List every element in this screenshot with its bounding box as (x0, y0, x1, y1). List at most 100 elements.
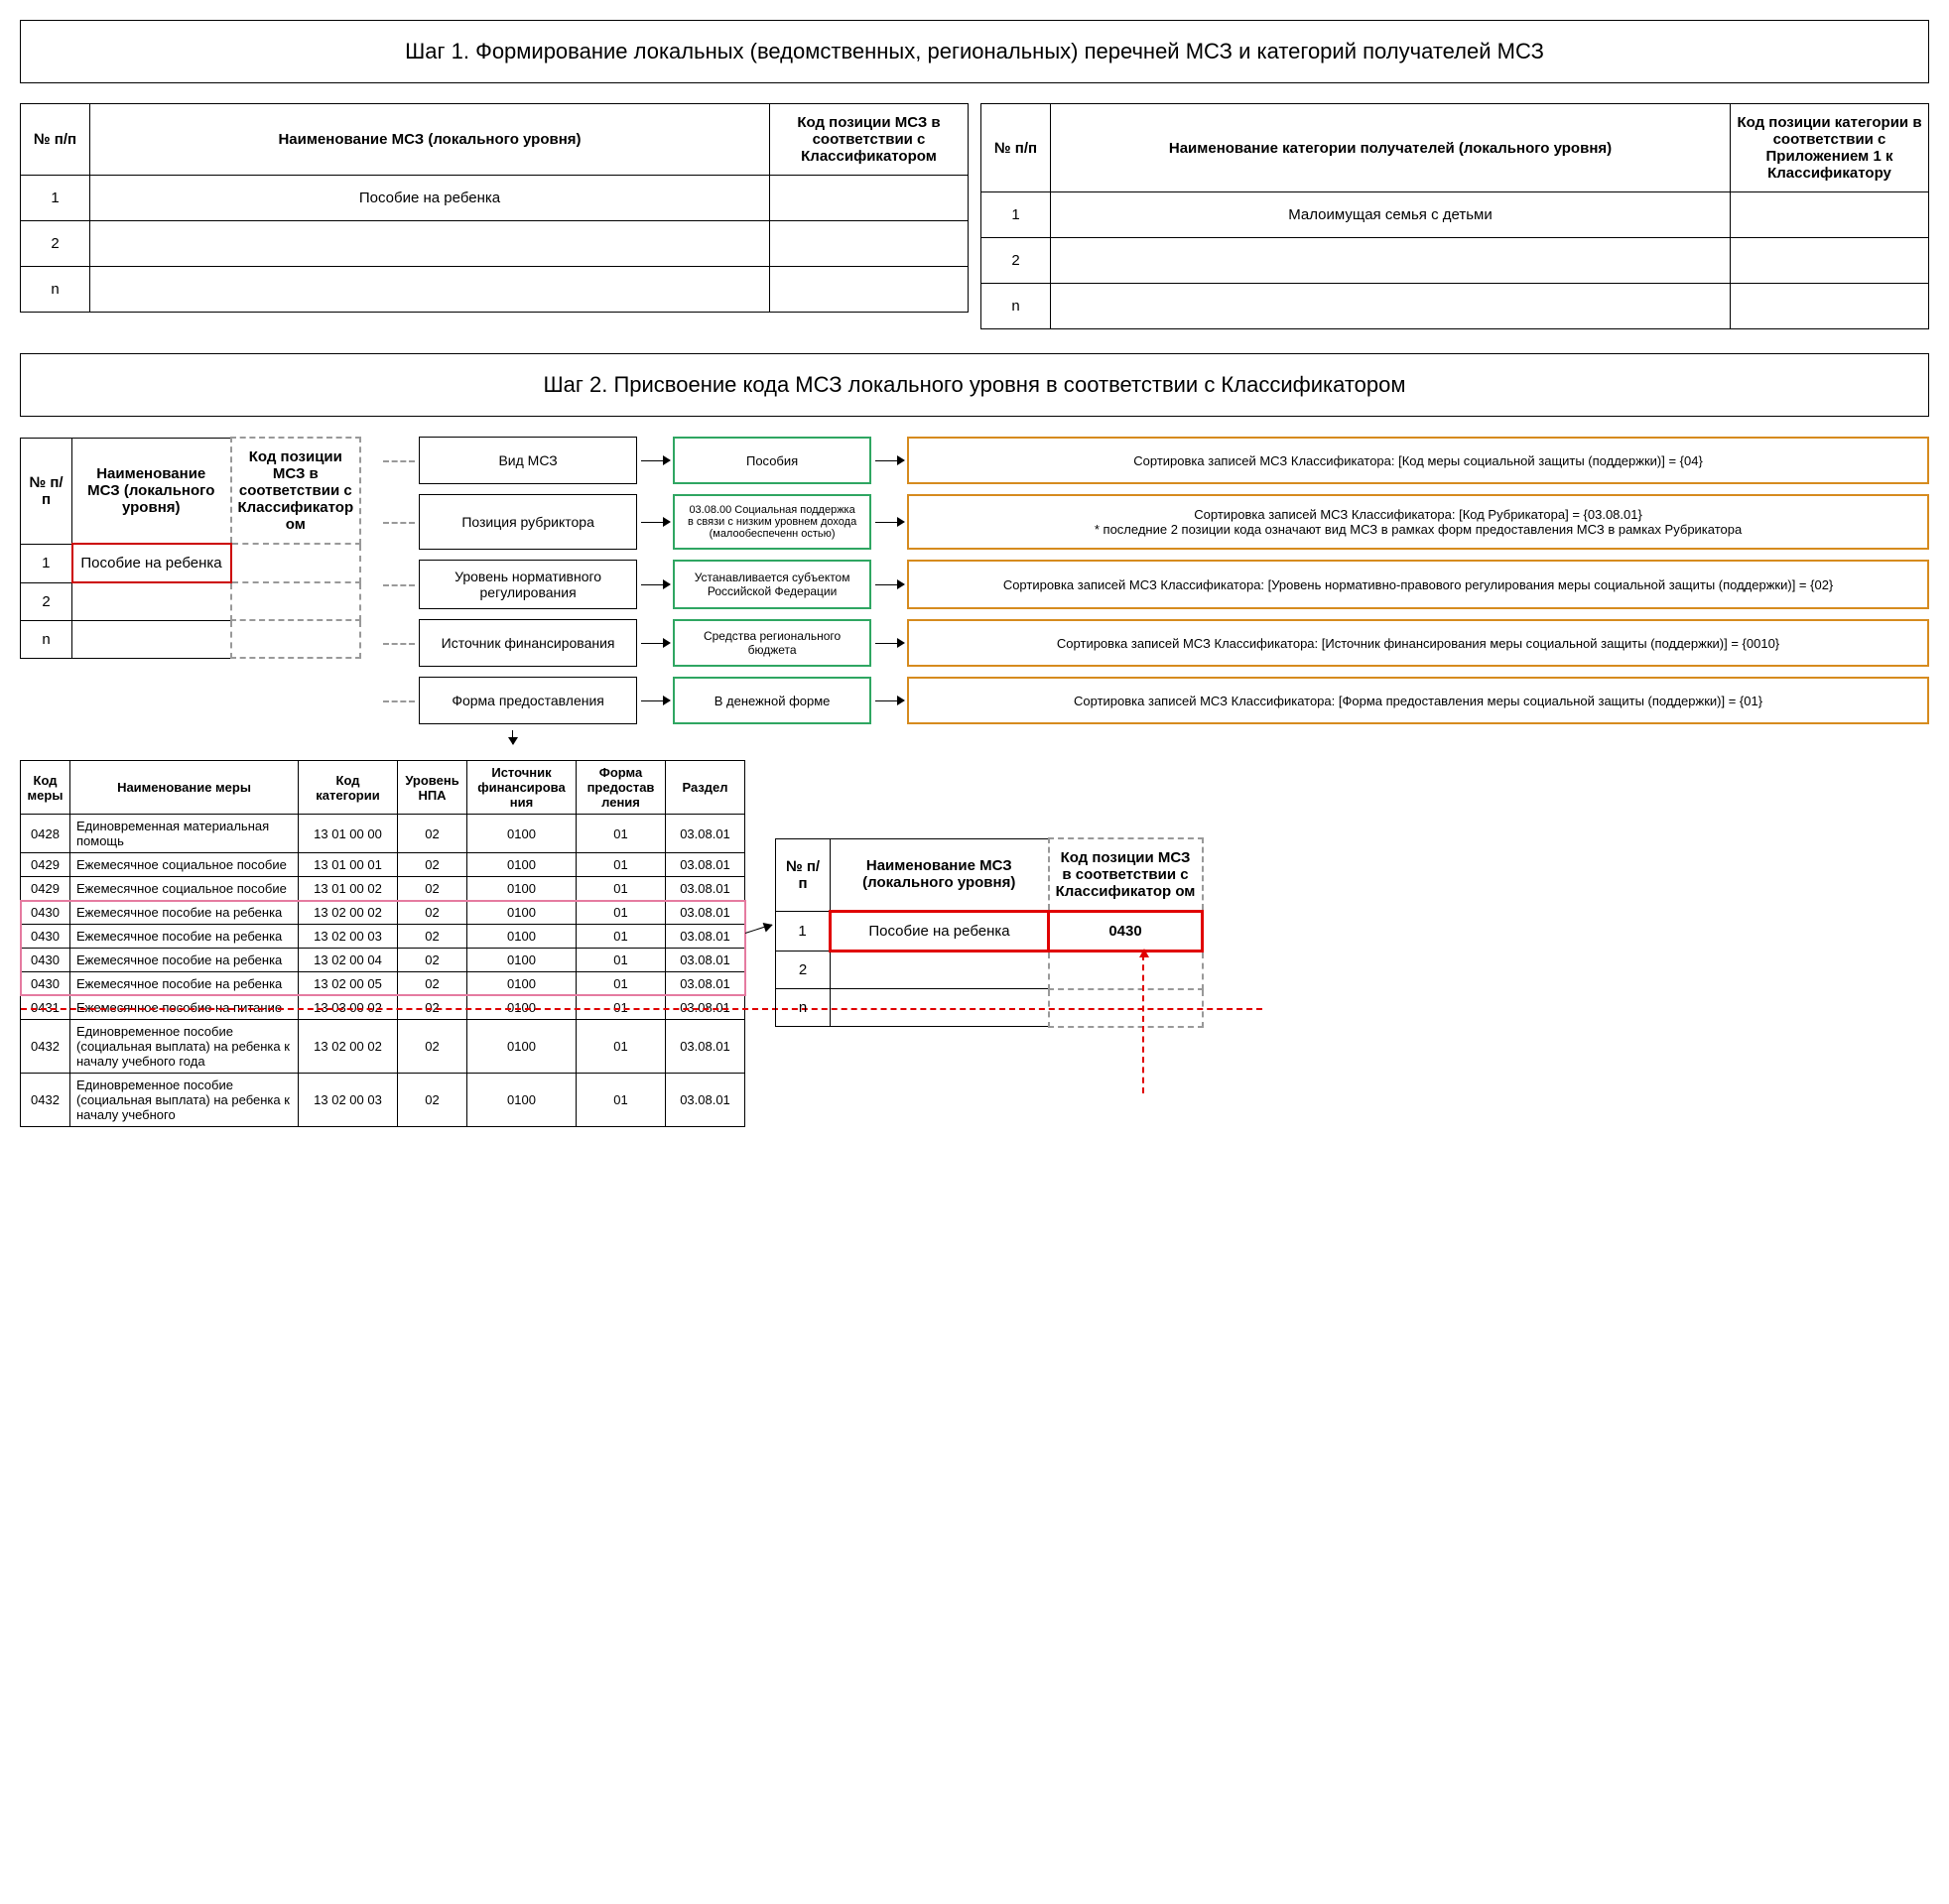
arrow-icon (637, 619, 673, 667)
th: Наименование МСЗ (локального уровня) (90, 104, 770, 176)
table-row: 0430Ежемесячное пособие на ребенка13 02 … (21, 949, 745, 972)
cell: 01 (577, 925, 666, 949)
cell: 2 (776, 952, 831, 989)
flow-row-e: Форма предоставления В денежной форме Со… (383, 677, 1929, 724)
cell: n (21, 267, 90, 313)
cell: 1 (21, 544, 72, 582)
cell: 01 (577, 996, 666, 1020)
box-plain: Вид МСЗ (419, 437, 637, 484)
cell: 01 (577, 1074, 666, 1127)
cell: 01 (577, 853, 666, 877)
cell: 03.08.01 (666, 1020, 745, 1074)
cell: 03.08.01 (666, 1074, 745, 1127)
cell: 02 (398, 972, 467, 996)
cell: 02 (398, 925, 467, 949)
flow-row-b: Позиция рубриктора 03.08.00 Социальная п… (383, 494, 1929, 550)
th: Код позиции МСЗ в соответствии с Классиф… (231, 438, 361, 544)
step1-right-table: № п/п Наименование категории получателей… (980, 103, 1929, 329)
step2-flow-area: № п/п Наименование МСЗ (локального уровн… (20, 437, 1929, 748)
cell: Ежемесячное пособие на ребенка (70, 925, 299, 949)
cell: n (981, 284, 1051, 329)
cell: 1 (776, 912, 831, 952)
cell: 13 02 00 05 (299, 972, 398, 996)
table-row: 0431Ежемесячное пособие на питание13 03 … (21, 996, 745, 1020)
cell: Ежемесячное пособие на ребенка (70, 972, 299, 996)
cell: 13 03 00 02 (299, 996, 398, 1020)
th: Наименование МСЗ (локального уровня) (72, 438, 231, 544)
cell: 0100 (467, 815, 577, 853)
box-orange: Сортировка записей МСЗ Классификатора: [… (907, 619, 1929, 667)
cell: 13 02 00 02 (299, 1020, 398, 1074)
cell: 03.08.01 (666, 996, 745, 1020)
cell: 0100 (467, 1020, 577, 1074)
arrow-icon (871, 619, 907, 667)
cell: 1 (981, 192, 1051, 238)
box-plain: Уровень нормативного регулирования (419, 560, 637, 609)
cell: 02 (398, 1074, 467, 1127)
cell: 03.08.01 (666, 972, 745, 996)
th: № п/п (21, 438, 72, 544)
flow-row-d: Источник финансирования Средства региона… (383, 619, 1929, 667)
thin-arrow-icon (745, 924, 772, 934)
red-dashed-vertical (1142, 954, 1144, 1093)
cell: 03.08.01 (666, 877, 745, 901)
box-plain: Источник финансирования (419, 619, 637, 667)
box-green: 03.08.00 Социальная поддержка в связи с … (673, 494, 871, 550)
th: № п/п (776, 838, 831, 912)
box-green: Средства регионального бюджета (673, 619, 871, 667)
step1-title: Шаг 1. Формирование локальных (ведомстве… (20, 20, 1929, 83)
step2-bottom: Код меры Наименование меры Код категории… (20, 748, 1929, 1127)
cell: 13 01 00 00 (299, 815, 398, 853)
cell: 01 (577, 901, 666, 925)
box-orange: Сортировка записей МСЗ Классификатора: [… (907, 494, 1929, 550)
cell: 03.08.01 (666, 925, 745, 949)
cell: Малоимущая семья с детьми (1051, 192, 1731, 238)
cell: 0432 (21, 1074, 70, 1127)
flow-row-c: Уровень нормативного регулирования Устан… (383, 560, 1929, 609)
cell: 0100 (467, 949, 577, 972)
cell: 13 01 00 01 (299, 853, 398, 877)
step2-title: Шаг 2. Присвоение кода МСЗ локального ур… (20, 353, 1929, 417)
cell: 0430 (21, 925, 70, 949)
cell: 0100 (467, 925, 577, 949)
arrow-icon (637, 677, 673, 724)
cell: 01 (577, 877, 666, 901)
box-green: Пособия (673, 437, 871, 484)
table-row: 0432Единовременное пособие (социальная в… (21, 1074, 745, 1127)
cell: 0428 (21, 815, 70, 853)
cell: 0100 (467, 1074, 577, 1127)
cell: 0100 (467, 972, 577, 996)
cell: 13 02 00 03 (299, 1074, 398, 1127)
cell: 01 (577, 949, 666, 972)
th: Код категории (299, 761, 398, 815)
cell: 0100 (467, 901, 577, 925)
th: Код позиции МСЗ в соответствии с Классиф… (770, 104, 969, 176)
cell: Ежемесячное социальное пособие (70, 853, 299, 877)
cell: 0429 (21, 877, 70, 901)
cell: 0100 (467, 853, 577, 877)
cell: 02 (398, 901, 467, 925)
th: Наименование меры (70, 761, 299, 815)
table-row: 0430Ежемесячное пособие на ребенка13 02 … (21, 972, 745, 996)
cell-highlight: Пособие на ребенка (72, 544, 231, 582)
table-row: 0429Ежемесячное социальное пособие13 01 … (21, 877, 745, 901)
step1-left-table: № п/п Наименование МСЗ (локального уровн… (20, 103, 969, 313)
cell: 13 02 00 03 (299, 925, 398, 949)
down-arrow-icon (512, 730, 513, 744)
table-row: 0430Ежемесячное пособие на ребенка13 02 … (21, 901, 745, 925)
box-green: В денежной форме (673, 677, 871, 724)
cell: 2 (21, 582, 72, 620)
arrow-icon (637, 437, 673, 484)
cell: Ежемесячное пособие на питание (70, 996, 299, 1020)
cell: Единовременная материальная помощь (70, 815, 299, 853)
arrow-icon (637, 560, 673, 609)
box-orange: Сортировка записей МСЗ Классификатора: [… (907, 677, 1929, 724)
arrow-icon (871, 494, 907, 550)
cell: 2 (21, 221, 90, 267)
cell: 0430 (21, 901, 70, 925)
cell: 0431 (21, 996, 70, 1020)
th: Уровень НПА (398, 761, 467, 815)
cell-highlight: Пособие на ребенка (831, 912, 1049, 952)
box-orange: Сортировка записей МСЗ Классификатора: [… (907, 560, 1929, 609)
cell: 2 (981, 238, 1051, 284)
